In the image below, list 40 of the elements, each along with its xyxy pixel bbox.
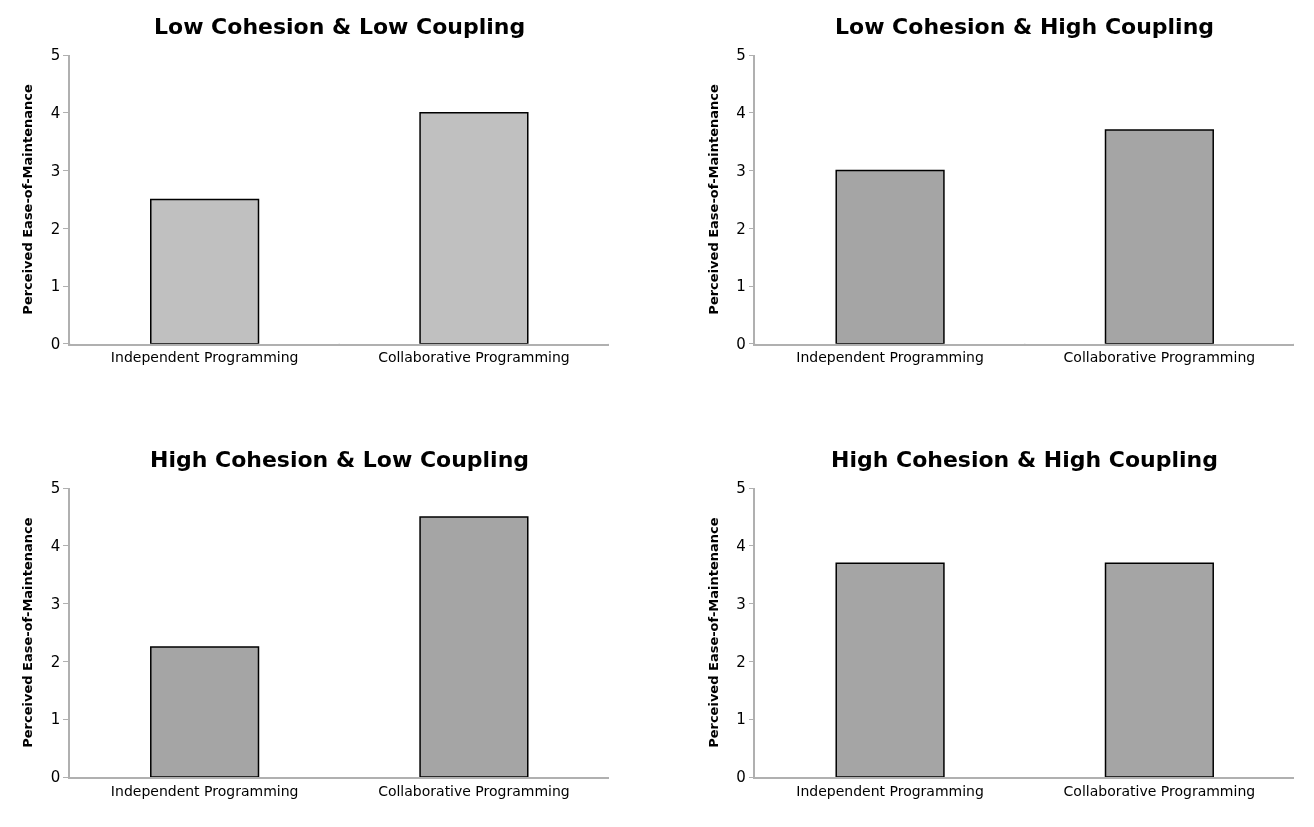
y-tick-label: 3 [50, 594, 61, 613]
y-tick-label: 3 [50, 161, 61, 180]
chart-title: High Cohesion & Low Coupling [150, 447, 530, 472]
x-tick-label: Collaborative Programming [378, 349, 570, 366]
chart-title: Low Cohesion & Low Coupling [154, 14, 526, 39]
y-axis-title: Perceived Ease-of-Maintenance [20, 83, 36, 315]
y-tick-label: 1 [50, 277, 61, 296]
y-tick-label: 0 [50, 335, 61, 354]
y-tick-label: 0 [50, 768, 61, 787]
y-tick-label: 0 [736, 768, 746, 787]
x-tick-label: Independent Programming [110, 349, 299, 366]
y-tick-label: 3 [736, 161, 746, 180]
y-tick-label: 2 [736, 652, 746, 671]
x-tick-label: Independent Programming [796, 349, 984, 366]
y-tick-label: 5 [736, 479, 746, 498]
chart-title: Low Cohesion & High Coupling [835, 14, 1215, 39]
y-tick-label: 5 [736, 46, 746, 65]
y-tick-label: 4 [50, 104, 61, 123]
y-tick-label: 3 [736, 594, 746, 613]
y-tick-label: 1 [736, 710, 746, 729]
y-tick-label: 5 [50, 46, 61, 65]
y-tick-label: 4 [50, 537, 61, 556]
y-axis-title: Perceived Ease-of-Maintenance [705, 517, 721, 748]
y-axis-title: Perceived Ease-of-Maintenance [705, 83, 721, 315]
y-tick-label: 5 [50, 479, 61, 498]
y-tick-label: 0 [736, 335, 746, 354]
y-tick-label: 4 [736, 104, 746, 123]
x-tick-label: Independent Programming [796, 782, 984, 799]
x-tick-label: Collaborative Programming [378, 782, 570, 799]
x-tick-label: Collaborative Programming [1063, 782, 1256, 799]
y-axis-title: Perceived Ease-of-Maintenance [20, 517, 36, 748]
y-tick-label: 1 [50, 710, 61, 729]
x-tick-label: Independent Programming [110, 782, 299, 799]
y-tick-label: 2 [736, 219, 746, 238]
y-tick-label: 2 [50, 652, 61, 671]
y-tick-label: 1 [736, 277, 746, 296]
y-tick-label: 4 [736, 537, 746, 556]
y-tick-label: 2 [50, 219, 61, 238]
chart-title: High Cohesion & High Coupling [831, 447, 1218, 472]
x-tick-label: Collaborative Programming [1063, 349, 1256, 366]
